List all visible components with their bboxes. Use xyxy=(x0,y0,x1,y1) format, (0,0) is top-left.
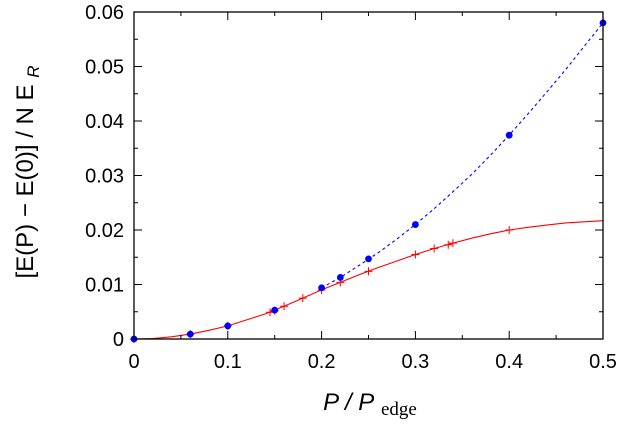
y-tick-label: 0.05 xyxy=(85,57,124,79)
plot-frame xyxy=(133,11,604,340)
x-axis-label-sub: edge xyxy=(381,399,417,420)
series-1-point xyxy=(444,240,453,249)
x-tick-label: 0.5 xyxy=(589,351,617,373)
series-1-point xyxy=(505,226,514,234)
y-tick-label: 0.02 xyxy=(85,220,124,242)
y-axis-label-sub: R xyxy=(24,66,43,78)
series-1-point xyxy=(448,239,457,248)
x-tick-labels: 0 0.1 0.2 0.3 0.4 0.5 xyxy=(128,351,616,373)
series-1-point xyxy=(280,302,289,311)
series-2-point xyxy=(336,274,344,281)
series-2-point xyxy=(365,255,372,263)
y-tick-label: 0.04 xyxy=(85,111,124,133)
y-axis-label: [E(P) − E(0)] / N E R xyxy=(12,66,43,279)
series-markers xyxy=(130,19,607,343)
series-2-point xyxy=(224,322,232,330)
y-tick-label: 0 xyxy=(113,329,124,351)
series-2-point xyxy=(318,284,325,292)
y-tick-label: 0.06 xyxy=(85,2,124,24)
y-tick-labels: 0 0.01 0.02 0.03 0.04 0.05 0.06 xyxy=(85,2,124,351)
series-2-point xyxy=(271,306,279,314)
series-2-point xyxy=(186,330,194,338)
x-tick-label: 0.2 xyxy=(308,351,336,373)
series-lines xyxy=(133,22,604,340)
series-2-point xyxy=(412,221,419,228)
y-axis-label-main: [E(P) − E(0)] / N E xyxy=(12,84,39,278)
x-tick-label: 0.3 xyxy=(401,351,429,373)
x-tick-label: 0.4 xyxy=(495,351,523,373)
y-tick-label: 0.01 xyxy=(85,275,124,297)
series-line-2 xyxy=(321,22,604,289)
axis-ticks xyxy=(133,11,604,340)
y-tick-label: 0.03 xyxy=(85,166,124,188)
series-1-point xyxy=(298,294,307,303)
series-1-point xyxy=(364,267,373,276)
series-1-point xyxy=(411,250,420,259)
x-tick-label: 0 xyxy=(128,351,139,373)
x-axis-label: P / P edge xyxy=(323,389,417,420)
x-axis-label-main: P / P xyxy=(323,389,374,416)
x-tick-label: 0.1 xyxy=(214,351,242,373)
series-1-point xyxy=(430,244,439,253)
series-line-1 xyxy=(133,220,604,340)
series-2-point xyxy=(505,131,513,139)
